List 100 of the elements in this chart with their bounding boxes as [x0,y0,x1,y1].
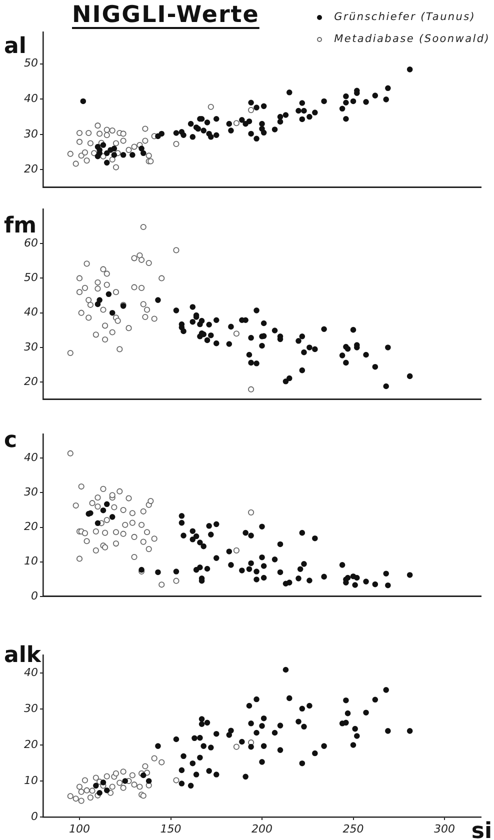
x-tick-label: 100 [69,822,90,836]
point [173,247,180,254]
point [116,488,123,494]
point [72,502,79,509]
point [78,788,84,795]
point [94,504,101,510]
legend-label: Metadiabase (Soonwald) [334,32,490,47]
point [89,500,96,506]
point [158,759,165,766]
point [67,350,74,356]
point [140,224,146,230]
point [126,146,132,154]
y-axis-title: alk [4,643,42,668]
point [67,793,74,800]
point [138,284,145,291]
point [131,284,138,290]
point [138,256,145,263]
point [82,530,88,536]
point [109,492,116,498]
point [140,301,146,308]
point [76,138,83,145]
y-tick-label: 30 [24,486,38,499]
point [120,530,126,537]
point [144,529,150,536]
point [112,540,120,547]
y-tick-label: 40 [24,451,38,464]
y-tick-label: 20 [24,162,38,176]
point [104,773,110,780]
legend-label: Grünschiefer (Taunus) [334,10,476,25]
point [131,144,138,150]
point [120,784,126,791]
point [91,150,98,156]
y-tick-label: 30 [24,127,38,140]
point [104,270,110,277]
point [67,450,74,456]
point [96,130,103,137]
point [112,529,120,536]
point [131,782,138,788]
point [173,140,180,148]
point [92,547,99,554]
y-tick-label: 0 [31,810,38,823]
point [87,140,94,146]
y-axis-title: fm [4,214,36,239]
point [140,508,146,514]
point [146,546,152,552]
point [84,787,90,794]
y-tick-label: 50 [24,271,38,284]
point [142,126,148,132]
point [102,530,108,536]
point [100,486,106,492]
point [126,495,132,502]
y-axis-title: c [4,428,18,454]
point [116,780,123,786]
point [136,784,143,790]
x-tick-label: 250 [342,822,364,836]
point [111,504,118,510]
y-tick-label: 30 [24,340,38,354]
point [76,556,83,562]
point [120,506,126,514]
point [148,498,154,504]
point [144,306,150,313]
point [158,275,165,282]
point [86,296,92,304]
point [112,770,120,776]
y-tick-label: 20 [24,374,38,388]
point [158,582,165,588]
y-tick-label: 10 [24,774,38,787]
y-tick-label: 20 [24,520,38,534]
x-tick-label: 300 [434,822,455,836]
point [102,322,108,329]
point [131,554,138,560]
point [151,536,158,542]
point [120,138,126,144]
point [94,286,101,292]
point [146,152,152,159]
point [151,755,158,762]
point [104,132,110,138]
point [76,289,83,296]
point [82,777,88,784]
point [248,107,254,114]
point [120,768,126,775]
point [72,160,79,167]
point [233,330,240,337]
point [109,156,116,163]
point [112,289,120,296]
point [233,547,240,554]
x-tick-label: 200 [252,822,272,836]
point [102,336,108,343]
point [84,158,90,164]
point [109,784,116,790]
point [94,494,101,501]
point [100,306,106,313]
point [100,266,106,272]
y-tick-label: 0 [31,589,38,602]
point [131,255,138,262]
y-tick-label: 30 [24,702,38,715]
point [82,149,88,156]
point [248,509,254,516]
y-axis-title: al [4,34,26,59]
point [104,516,110,524]
